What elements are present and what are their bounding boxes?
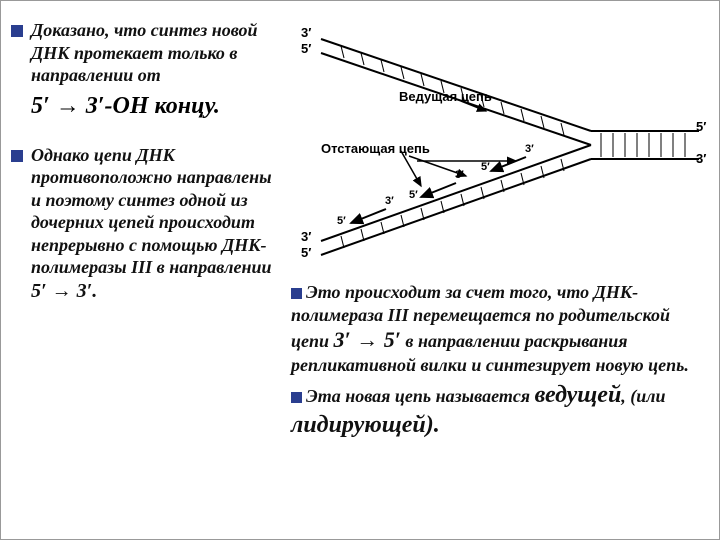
para-2a: Однако цепи ДНК противоположно направлен… [31,145,272,278]
right-column: Это происходит за счет того, что ДНК-пол… [291,281,711,440]
r-p2a: Эта новая цепь называется [306,386,535,406]
lbl-f2-5: 5′ [409,189,418,201]
r-p1-accent: 3′ → 5′ [334,327,401,352]
r-p2-acc2: лидирующей). [291,412,440,438]
r-p2mid: , (или [621,386,665,406]
lbl-bl-5: 5′ [301,245,311,260]
bullet-square-icon [11,25,23,37]
lbl-f1-5: 5′ [337,215,346,227]
lbl-tl-3: 3′ [301,25,311,40]
lbl-lagging: Отстающая цепь [321,141,430,156]
bullet-square-icon [291,392,302,403]
bullet-square-icon [291,288,302,299]
para-1-dot: . [214,93,220,119]
para-1-text: Доказано, что синтез новой ДНК протекает… [31,19,281,87]
bullet-square-icon [11,150,23,162]
lbl-bl-3: 3′ [301,229,311,244]
lbl-tr-3: 3′ [696,151,706,166]
left-column: Доказано, что синтез новой ДНК протекает… [11,19,281,328]
lbl-f2-3: 3′ [455,169,464,181]
lbl-f1-3: 3′ [385,195,394,207]
lbl-f3-5: 5′ [481,161,490,173]
lbl-leading: Ведущая цепь [399,89,492,104]
para-2-accent: 5′ → 3′. [31,280,97,302]
r-p2-acc1: ведущей [535,382,622,408]
lbl-tr-5: 5′ [696,119,706,134]
bullet-1: Доказано, что синтез новой ДНК протекает… [11,19,281,120]
bullet-2: Однако цепи ДНК противоположно направлен… [11,144,281,304]
para-1-accent: 5′ → 3′-ОН концу [31,93,214,119]
replication-fork-diagram: 3′ 5′ 3′ 5′ 5′ 3′ Ведущая цепь Отстающая… [291,11,711,271]
lbl-f3-3: 3′ [525,143,534,155]
lbl-tl-5: 5′ [301,41,311,56]
